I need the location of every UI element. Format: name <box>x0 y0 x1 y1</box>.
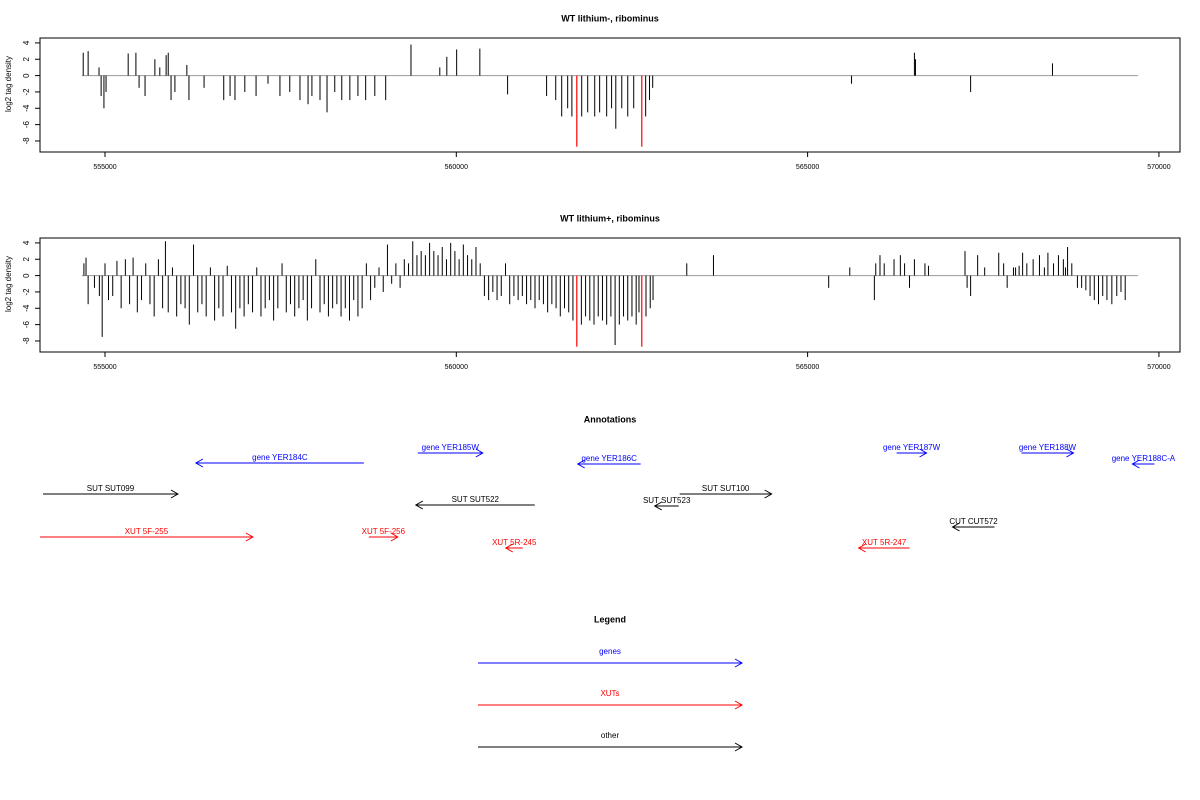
plot-box <box>39 37 1181 153</box>
legend-label: XUTs <box>600 689 619 698</box>
annotation-arrow-head <box>951 522 960 532</box>
annotation-arrow-head <box>194 458 204 468</box>
annotation-label: XUT 5R-245 <box>492 538 537 547</box>
x-tick-label: 570000 <box>1147 164 1170 171</box>
y-tick-label: 0 <box>22 273 31 278</box>
y-tick-label: -8 <box>22 137 31 145</box>
x-tick-label: 565000 <box>796 364 819 371</box>
chart-title: WT lithium+, ribominus <box>560 213 660 223</box>
annotation-label: XUT 5F-256 <box>362 527 406 536</box>
y-axis-label: log2 tag density <box>4 256 13 312</box>
annotations-title: Annotations <box>584 414 637 424</box>
annotation-label: SUT SUT523 <box>643 496 691 505</box>
annotation-arrow-head <box>1066 448 1075 458</box>
chart-title: WT lithium-, ribominus <box>561 13 659 23</box>
x-tick-label: 560000 <box>445 164 468 171</box>
annotation-label: CUT CUT572 <box>949 517 998 526</box>
annotation-label: gene YER186C <box>581 454 637 463</box>
x-tick-label: 570000 <box>1147 364 1170 371</box>
legend-arrow-head <box>734 658 744 668</box>
y-tick-label: 0 <box>22 73 31 78</box>
annotation-arrow-head <box>857 543 866 553</box>
x-tick-label: 560000 <box>445 364 468 371</box>
annotation-label: gene YER188W <box>1019 443 1077 452</box>
annotation-arrow-head <box>170 489 179 499</box>
y-tick-label: -2 <box>22 88 31 96</box>
y-tick-label: -2 <box>22 288 31 296</box>
annotation-arrow-head <box>919 448 928 458</box>
x-tick-label: 565000 <box>796 164 819 171</box>
y-tick-label: -6 <box>22 121 31 129</box>
annotation-label: SUT SUT522 <box>452 495 500 504</box>
x-tick-label: 555000 <box>93 164 116 171</box>
y-tick-label: -6 <box>22 321 31 329</box>
y-tick-label: 4 <box>22 40 31 45</box>
y-tick-label: 2 <box>22 256 31 261</box>
legend-title: Legend <box>594 614 626 624</box>
annotation-label: SUT SUT100 <box>702 484 750 493</box>
annotation-arrow-head <box>1131 459 1140 469</box>
annotation-arrow-head <box>245 532 254 542</box>
annotation-arrow-head <box>764 489 773 499</box>
annotation-arrow-head <box>504 543 514 553</box>
annotation-label: SUT SUT099 <box>87 484 135 493</box>
y-tick-label: -4 <box>22 304 31 312</box>
annotation-arrow-head <box>414 500 424 510</box>
annotation-label: gene YER184C <box>252 453 308 462</box>
y-tick-label: -8 <box>22 337 31 345</box>
legend-arrow-head <box>734 700 744 710</box>
y-tick-label: 2 <box>22 56 31 61</box>
annotation-arrow-head <box>653 501 662 511</box>
annotation-label: XUT 5R-247 <box>862 538 907 547</box>
annotation-label: gene YER188C-A <box>1112 454 1176 463</box>
annotation-arrow-head <box>475 448 484 458</box>
legend-label: other <box>601 731 620 740</box>
plot-box <box>39 237 1181 353</box>
legend-label: genes <box>599 647 621 656</box>
annotation-label: gene YER185W <box>422 443 480 452</box>
legend-arrow-head <box>734 742 744 752</box>
y-tick-label: 4 <box>22 240 31 245</box>
annotation-arrow-head <box>576 459 585 469</box>
annotation-label: gene YER187W <box>883 443 941 452</box>
annotation-arrow-head <box>390 532 399 542</box>
x-tick-label: 555000 <box>93 364 116 371</box>
annotation-label: XUT 5F-255 <box>125 527 169 536</box>
y-tick-label: -4 <box>22 104 31 112</box>
y-axis-label: log2 tag density <box>4 56 13 112</box>
